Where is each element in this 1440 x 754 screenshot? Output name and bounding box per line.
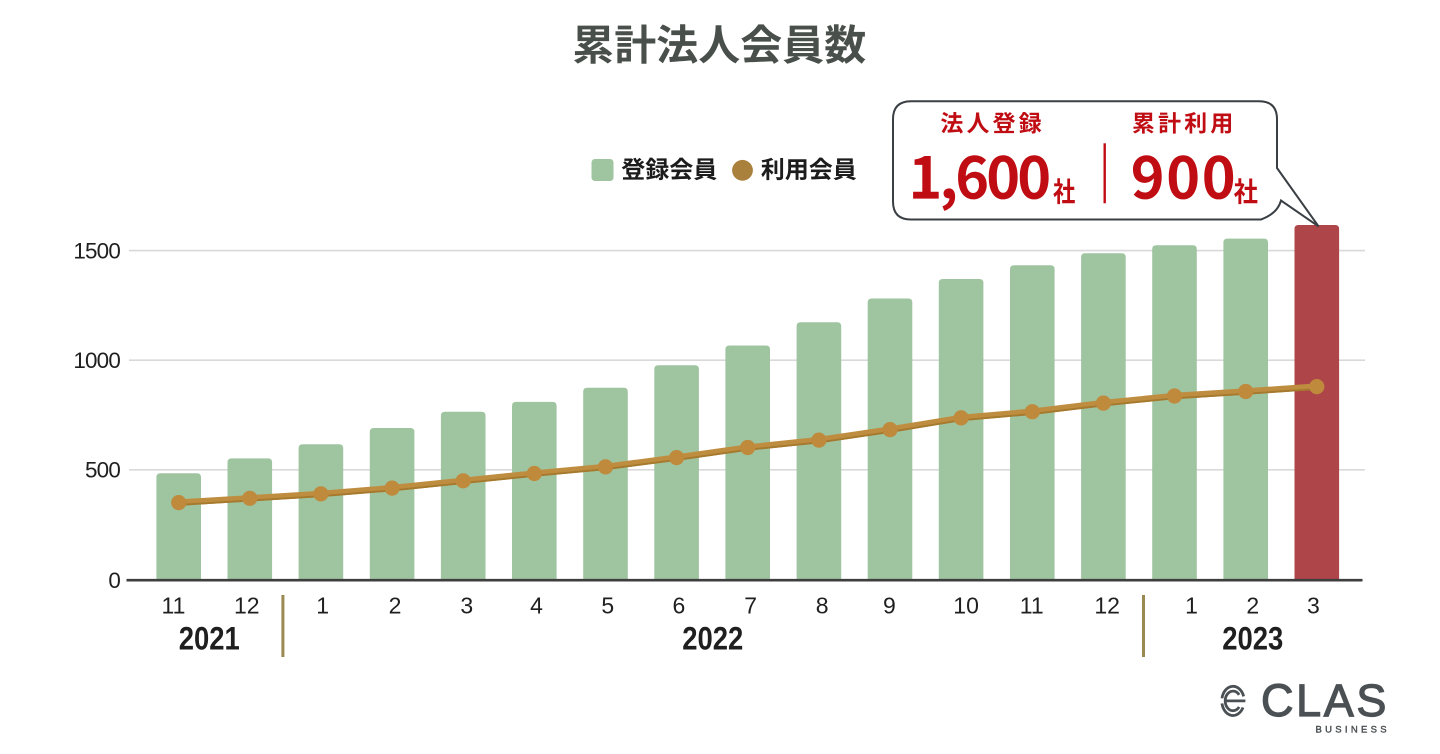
svg-text:1: 1 <box>1185 593 1198 619</box>
svg-text:8: 8 <box>816 593 829 619</box>
svg-text:12: 12 <box>1094 593 1120 619</box>
svg-text:11: 11 <box>1020 593 1044 619</box>
svg-text:2021: 2021 <box>179 619 240 656</box>
svg-text:3: 3 <box>1307 593 1320 619</box>
svg-text:1000: 1000 <box>73 348 120 373</box>
svg-text:2023: 2023 <box>1222 619 1283 656</box>
svg-text:5: 5 <box>601 593 614 619</box>
svg-text:1: 1 <box>316 593 329 619</box>
svg-text:0: 0 <box>108 568 120 593</box>
svg-text:1500: 1500 <box>73 238 120 263</box>
svg-text:7: 7 <box>744 593 757 619</box>
svg-text:4: 4 <box>530 593 543 619</box>
svg-text:2: 2 <box>1246 593 1259 619</box>
svg-text:2022: 2022 <box>682 619 743 656</box>
svg-text:3: 3 <box>460 593 473 619</box>
svg-text:BUSINESS: BUSINESS <box>1316 725 1390 736</box>
svg-text:2: 2 <box>389 593 402 619</box>
svg-text:12: 12 <box>234 593 260 619</box>
svg-text:9: 9 <box>883 593 896 619</box>
svg-text:CLAS: CLAS <box>1261 675 1389 726</box>
svg-text:10: 10 <box>953 593 979 619</box>
svg-text:11: 11 <box>162 593 186 619</box>
svg-text:6: 6 <box>673 593 686 619</box>
svg-text:500: 500 <box>85 458 120 483</box>
